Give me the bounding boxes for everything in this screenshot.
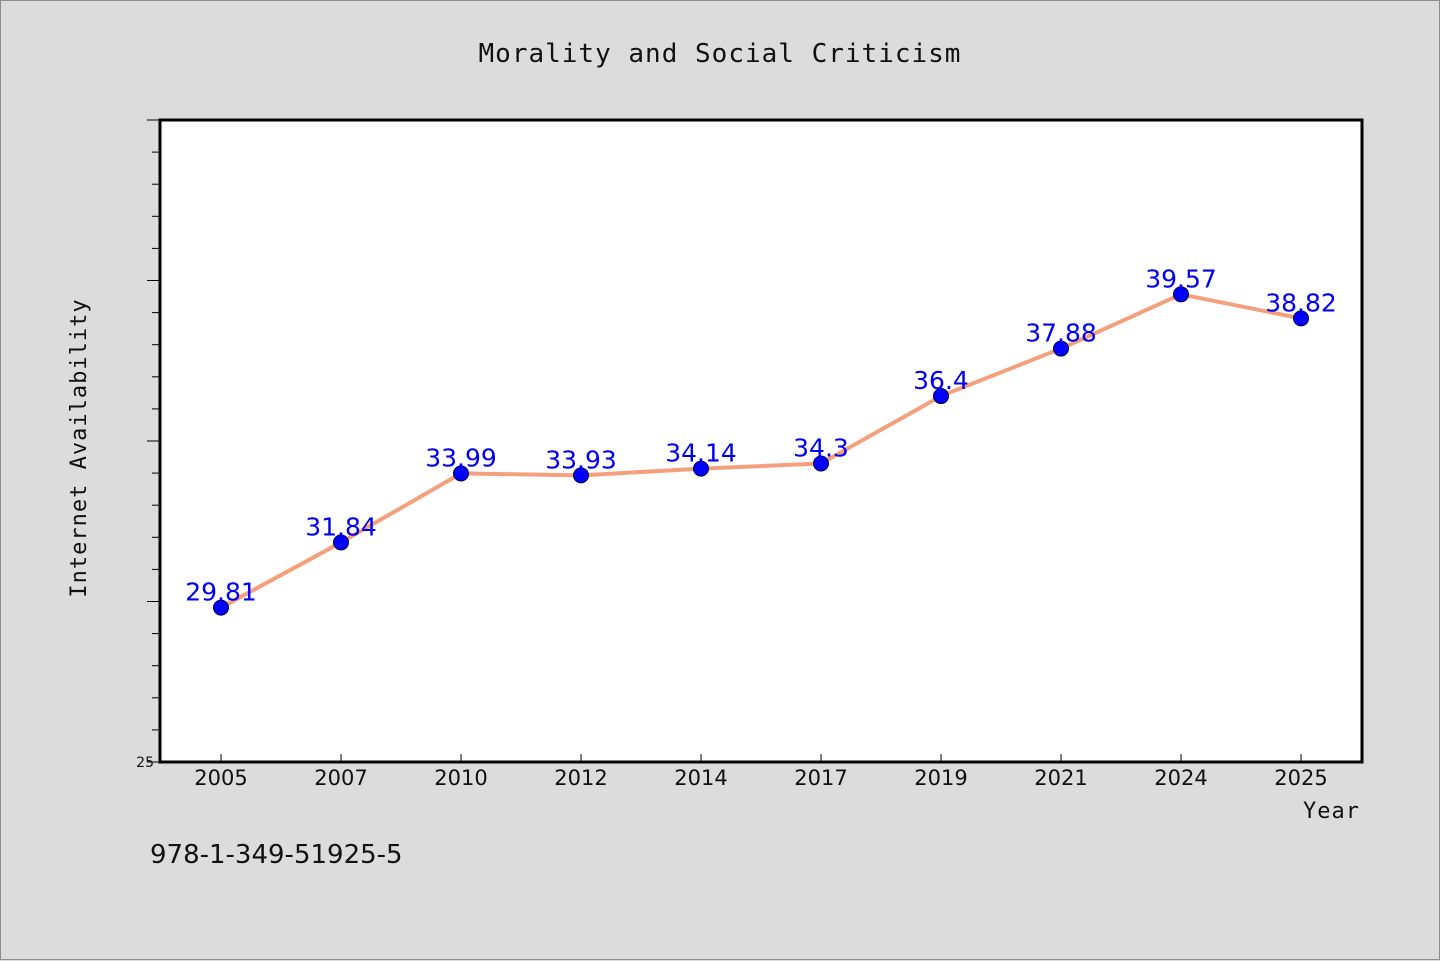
- y-axis-title: Internet Availability: [67, 298, 92, 597]
- x-tick-label: 2005: [194, 766, 247, 790]
- data-point: [453, 465, 469, 482]
- y-tick-label: 25: [136, 755, 154, 771]
- isbn-footer: 978-1-349-51925-5: [150, 840, 403, 870]
- data-label: 33.93: [545, 445, 617, 474]
- plot-area: [158, 118, 1364, 764]
- series-line-group: [219, 292, 1303, 610]
- x-tick-label: 2021: [1034, 766, 1087, 790]
- data-label: 33.99: [425, 443, 497, 472]
- x-tick-label: 2024: [1154, 766, 1207, 790]
- data-labels: 29.81 31.84 33.99 33.93 34.14 34.3 36.4 37.88 39…: [185, 264, 1337, 606]
- x-tick-label: 2010: [434, 766, 487, 790]
- data-point: [1293, 310, 1309, 327]
- data-label: 31.84: [305, 512, 377, 541]
- data-point: [693, 460, 709, 477]
- series-line: [219, 292, 1303, 610]
- series-markers: [213, 286, 1309, 616]
- y-axis-ticks: 25: [136, 119, 160, 771]
- data-label: 37.88: [1025, 319, 1097, 348]
- x-tick-label: 2025: [1274, 766, 1327, 790]
- x-tick-label: 2014: [674, 766, 727, 790]
- data-label: 36.4: [913, 366, 969, 395]
- data-label: 34.14: [665, 439, 737, 468]
- x-axis-ticks: 2005 2007 2010 2012 2014 2017 2019 2021 2024 2025: [194, 754, 1328, 790]
- x-tick-label: 2019: [914, 766, 967, 790]
- data-label: 39.57: [1145, 264, 1217, 293]
- data-point: [333, 534, 349, 551]
- data-label: 38.82: [1265, 288, 1337, 317]
- data-point: [933, 388, 949, 405]
- data-point: [813, 455, 829, 472]
- x-tick-label: 2017: [794, 766, 847, 790]
- data-point: [1053, 340, 1069, 357]
- chart-title: Morality and Social Criticism: [479, 39, 962, 69]
- data-point: [573, 467, 589, 484]
- x-tick-label: 2012: [554, 766, 607, 790]
- data-label: 34.3: [793, 433, 849, 462]
- x-tick-label: 2007: [314, 766, 367, 790]
- data-point: [213, 599, 229, 616]
- x-axis-title: Year: [1303, 799, 1360, 824]
- data-point: [1173, 286, 1189, 303]
- data-label: 29.81: [185, 578, 257, 607]
